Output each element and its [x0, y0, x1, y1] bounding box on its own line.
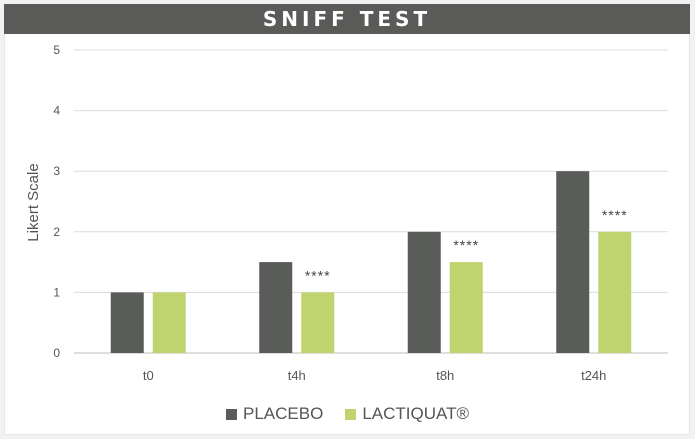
y-tick-label-5: 5	[53, 43, 60, 57]
y-tick-label-1: 1	[53, 285, 60, 299]
y-tick-label-3: 3	[53, 164, 60, 178]
significance-annotation-t8h: ****	[453, 237, 479, 253]
y-tick-label-0: 0	[53, 346, 60, 360]
bar-placebo-t4h	[259, 262, 293, 353]
bar-lactiquat-t24h	[598, 231, 632, 353]
x-tick-label-t24h: t24h	[581, 368, 606, 383]
legend-label-lactiquat: LACTIQUAT®	[362, 404, 469, 423]
bar-placebo-t24h	[556, 171, 590, 353]
y-tick-label-4: 4	[53, 104, 60, 118]
bar-lactiquat-t4h	[301, 292, 335, 353]
legend-label-placebo: PLACEBO	[243, 404, 324, 423]
legend: PLACEBO LACTIQUAT®	[0, 403, 695, 425]
legend-item-lactiquat: LACTIQUAT®	[345, 404, 469, 424]
title-bar: SNIFF TEST	[4, 4, 690, 34]
y-tick-label-2: 2	[53, 225, 60, 239]
y-axis-label: Likert Scale	[25, 163, 42, 241]
legend-swatch-lactiquat	[345, 408, 357, 420]
legend-item-placebo: PLACEBO	[226, 404, 323, 424]
bar-lactiquat-t0	[152, 292, 186, 353]
legend-swatch-placebo	[226, 408, 237, 420]
bar-placebo-t0	[110, 292, 144, 353]
significance-annotation-t4h: ****	[305, 267, 331, 283]
x-tick-label-t4h: t4h	[288, 368, 306, 383]
x-tick-label-t8h: t8h	[436, 368, 454, 383]
chart-title: SNIFF TEST	[262, 7, 432, 31]
significance-annotation-t24h: ****	[602, 207, 628, 223]
x-tick-label-t0: t0	[143, 368, 154, 383]
bar-lactiquat-t8h	[449, 262, 483, 353]
bar-placebo-t8h	[407, 231, 441, 353]
